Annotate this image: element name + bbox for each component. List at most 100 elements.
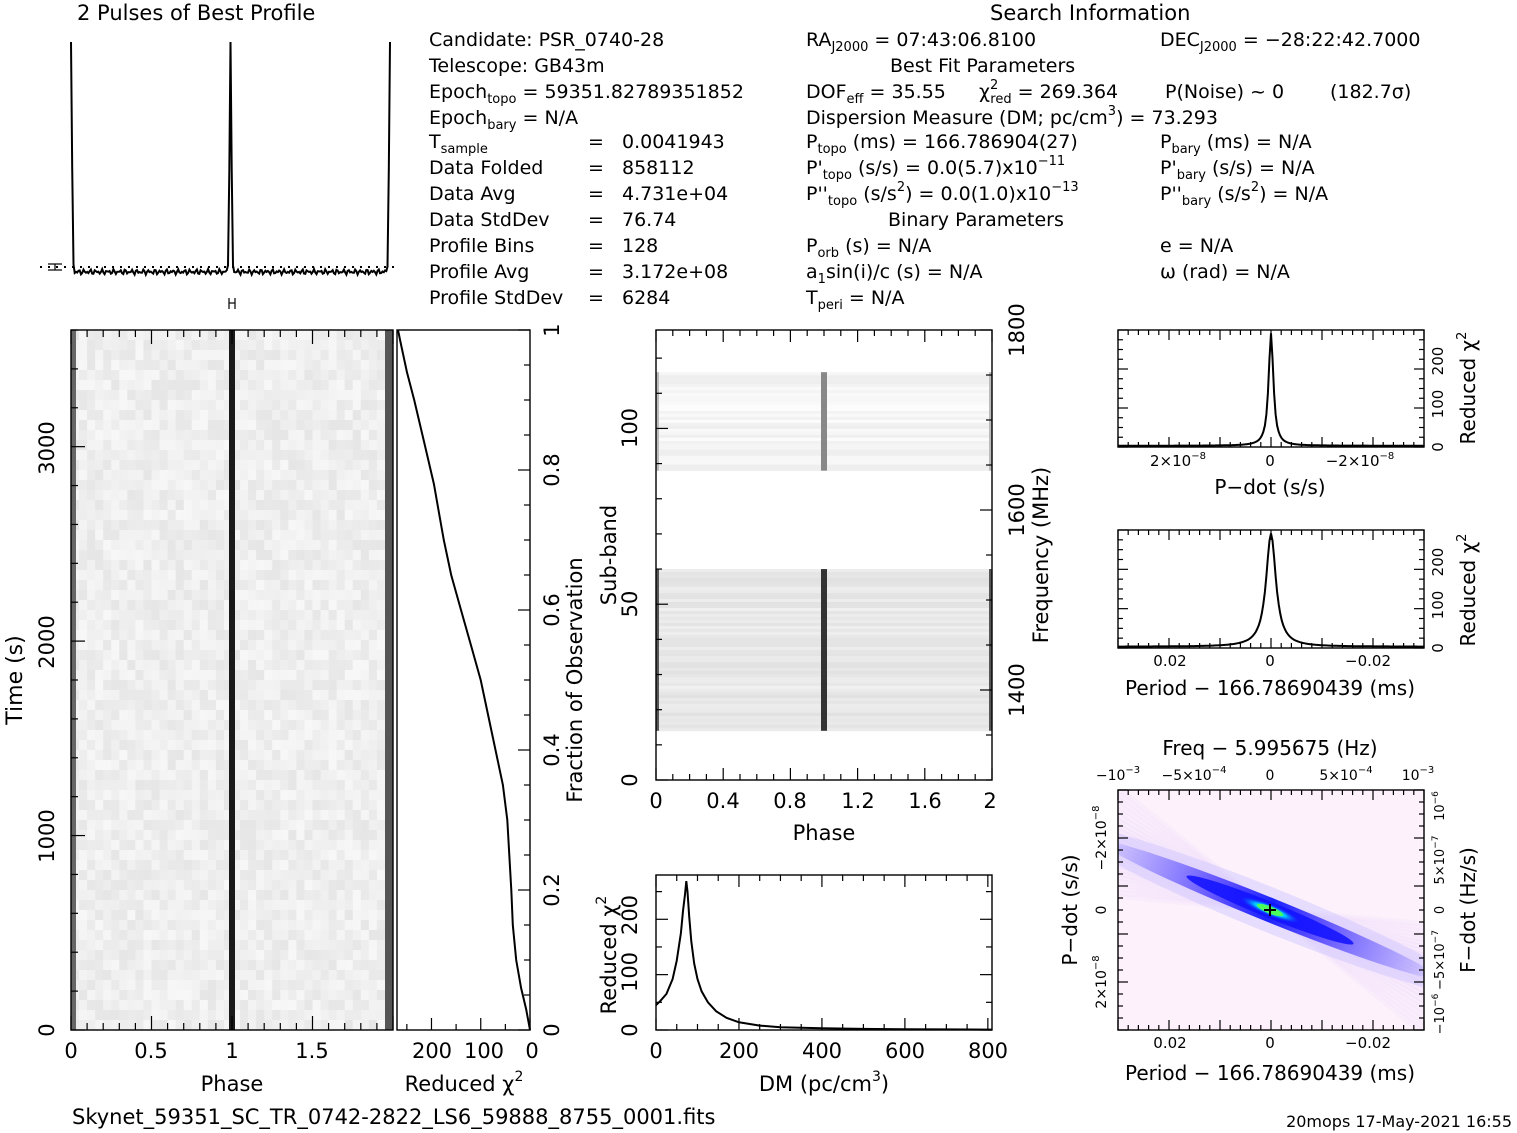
tp-cell	[87, 830, 96, 841]
tp-cell	[215, 420, 225, 431]
tp-cell	[111, 980, 120, 991]
tp-cell	[304, 630, 313, 641]
tp-cell	[376, 620, 386, 631]
tp-cell	[360, 440, 370, 451]
tp-cell	[175, 470, 185, 481]
tp-cell	[336, 910, 346, 921]
tp-cell	[223, 340, 233, 351]
tp-cell	[376, 450, 386, 461]
tp-cell	[304, 970, 313, 981]
tp-cell	[87, 440, 96, 451]
dm-xlabel: DM (pc/cm3)	[759, 1069, 889, 1096]
tp-cell	[264, 540, 273, 551]
chi-pdot-curve	[1118, 333, 1424, 447]
tp-cell	[135, 1000, 144, 1011]
tp-cell	[352, 380, 362, 391]
tp-cell	[264, 440, 273, 451]
tp-cell	[143, 800, 152, 811]
tp-cell	[296, 920, 305, 931]
tp-cell	[159, 490, 169, 501]
tp-cell	[232, 890, 241, 901]
tp-cell	[167, 470, 177, 481]
pr-ytick-0: 0	[1429, 643, 1447, 653]
tp-cell	[119, 910, 128, 921]
tp-cell	[159, 560, 169, 571]
tp-cell	[248, 440, 257, 451]
tp-cell	[320, 700, 330, 711]
tp-cell	[328, 900, 338, 911]
tp-cell	[175, 610, 185, 621]
tp-cell	[264, 520, 273, 531]
tp-cell	[368, 800, 378, 811]
tp-cell	[240, 970, 249, 981]
tp-cell	[328, 750, 338, 761]
tp-cell	[240, 680, 249, 691]
tp-cell	[167, 520, 177, 531]
tp-cell	[135, 980, 144, 991]
tp-cell	[223, 610, 233, 621]
tp-cell	[304, 680, 313, 691]
tp-cell	[352, 450, 362, 461]
tp-cell	[199, 490, 209, 501]
tp-cell	[248, 930, 257, 941]
tp-cell	[119, 390, 128, 401]
sb-xtick-2: 0.8	[773, 789, 806, 813]
tp-cell	[304, 770, 313, 781]
tp-cell	[175, 910, 185, 921]
tp-cell	[159, 680, 169, 691]
tp-cell	[360, 860, 370, 871]
tp-cell	[135, 890, 144, 901]
tp-cell	[159, 610, 169, 621]
tp-cell	[103, 660, 112, 671]
tp-cell	[344, 410, 354, 421]
tp-cell	[304, 540, 313, 551]
tp-cell	[135, 520, 144, 531]
tp-cell	[352, 1010, 362, 1021]
tp-cell	[296, 700, 305, 711]
ct-xtick-2: 0	[525, 1039, 538, 1063]
tp-cell	[135, 380, 144, 391]
tp-cell	[95, 580, 104, 591]
tp-cell	[288, 730, 297, 741]
tp-cell	[199, 690, 209, 701]
tp-cell	[288, 570, 297, 581]
tp-cell	[95, 930, 104, 941]
tp-cell	[288, 420, 297, 431]
tp-cell	[296, 600, 305, 611]
tp-cell	[103, 490, 112, 501]
tp-cell	[215, 850, 225, 861]
tp-cell	[135, 470, 144, 481]
tp-cell	[360, 710, 370, 721]
tp-cell	[272, 340, 281, 351]
tp-cell	[352, 390, 362, 401]
tp-cell	[280, 520, 289, 531]
tp-cell	[264, 450, 273, 461]
tp-cell	[248, 540, 257, 551]
tp-cell	[79, 340, 88, 351]
tp-cell	[223, 640, 233, 651]
tp-cell	[376, 920, 386, 931]
tp-cell	[264, 1000, 273, 1011]
tp-cell	[151, 960, 161, 971]
tp-cell	[256, 440, 265, 451]
tp-cell	[79, 400, 88, 411]
tp-cell	[248, 670, 257, 681]
tp-cell	[159, 1020, 169, 1030]
tp-cell	[151, 580, 161, 591]
tp-cell	[352, 410, 362, 421]
tp-cell	[288, 500, 297, 511]
pnoise-line: P(Noise) ~ 0	[1165, 81, 1284, 103]
pdot-topo-line: P'topo (s/s) = 0.0(5.7)x10−11	[806, 154, 1065, 183]
tp-cell	[159, 440, 169, 451]
tp-cell	[175, 760, 185, 771]
tp-cell	[151, 380, 161, 391]
tp-cell	[151, 820, 161, 831]
tp-cell	[191, 690, 201, 701]
tp-cell	[304, 690, 313, 701]
tp-cell	[175, 560, 185, 571]
svg-text:=: =	[588, 209, 604, 231]
tp-cell	[191, 890, 201, 901]
tp-cell	[344, 690, 354, 701]
pp-xtick-0: 0.02	[1153, 1034, 1186, 1052]
tp-cell	[87, 780, 96, 791]
